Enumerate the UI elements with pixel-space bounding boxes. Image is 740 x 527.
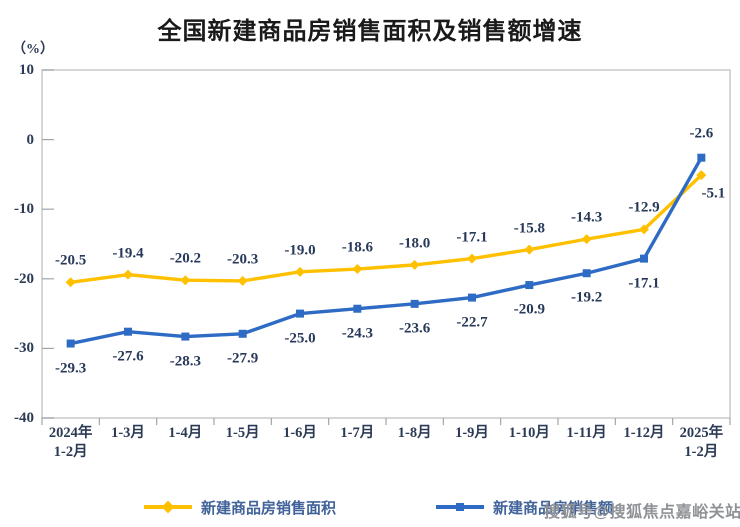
legend-label-sales-amount: 新建商品房销售额 xyxy=(493,500,614,517)
legend-item-sales-amount: 新建商品房销售额 xyxy=(436,496,613,518)
diamond-marker-icon xyxy=(65,277,76,288)
square-marker-icon xyxy=(456,503,464,511)
diamond-marker-icon xyxy=(123,269,133,280)
diamond-marker-icon xyxy=(409,259,420,270)
square-marker-icon xyxy=(582,269,591,278)
legend-label-sales-area: 新建商品房销售面积 xyxy=(201,500,337,517)
sales-area-legend-line-icon xyxy=(144,500,192,514)
series-line-0 xyxy=(68,173,704,284)
sales-amount-legend-line-icon xyxy=(436,503,484,511)
chart-title: 全国新建商品房销售面积及销售额增速 xyxy=(157,18,583,45)
diamond-marker-icon xyxy=(180,275,191,286)
diamond-marker-icon xyxy=(161,500,175,514)
plot-frame xyxy=(41,69,731,419)
square-marker-icon xyxy=(66,339,75,348)
square-marker-icon xyxy=(181,332,190,341)
square-marker-icon xyxy=(410,299,419,308)
diamond-marker-icon xyxy=(524,244,535,255)
y-axis-unit-label: （%） xyxy=(12,42,54,57)
watermark: 搜狐号@搜狐焦点嘉峪关站 xyxy=(544,504,740,521)
diamond-marker-icon xyxy=(467,253,477,264)
square-marker-icon xyxy=(124,327,132,336)
diamond-marker-icon xyxy=(581,234,592,245)
square-marker-icon xyxy=(238,329,247,338)
diamond-marker-icon xyxy=(352,264,363,275)
square-marker-icon xyxy=(640,254,648,263)
series-line-1 xyxy=(68,155,704,346)
square-marker-icon xyxy=(353,304,362,313)
square-marker-icon xyxy=(697,153,706,162)
square-marker-icon xyxy=(525,281,534,290)
diamond-marker-icon xyxy=(295,266,305,277)
square-marker-icon xyxy=(468,293,476,302)
legend-item-sales-area: 新建商品房销售面积 xyxy=(144,496,336,518)
diamond-marker-icon xyxy=(237,275,248,286)
square-marker-icon xyxy=(296,309,304,318)
diamond-marker-icon xyxy=(696,170,707,181)
diamond-marker-icon xyxy=(639,224,649,235)
legend: 新建商品房销售面积 新建商品房销售额 xyxy=(0,496,740,520)
